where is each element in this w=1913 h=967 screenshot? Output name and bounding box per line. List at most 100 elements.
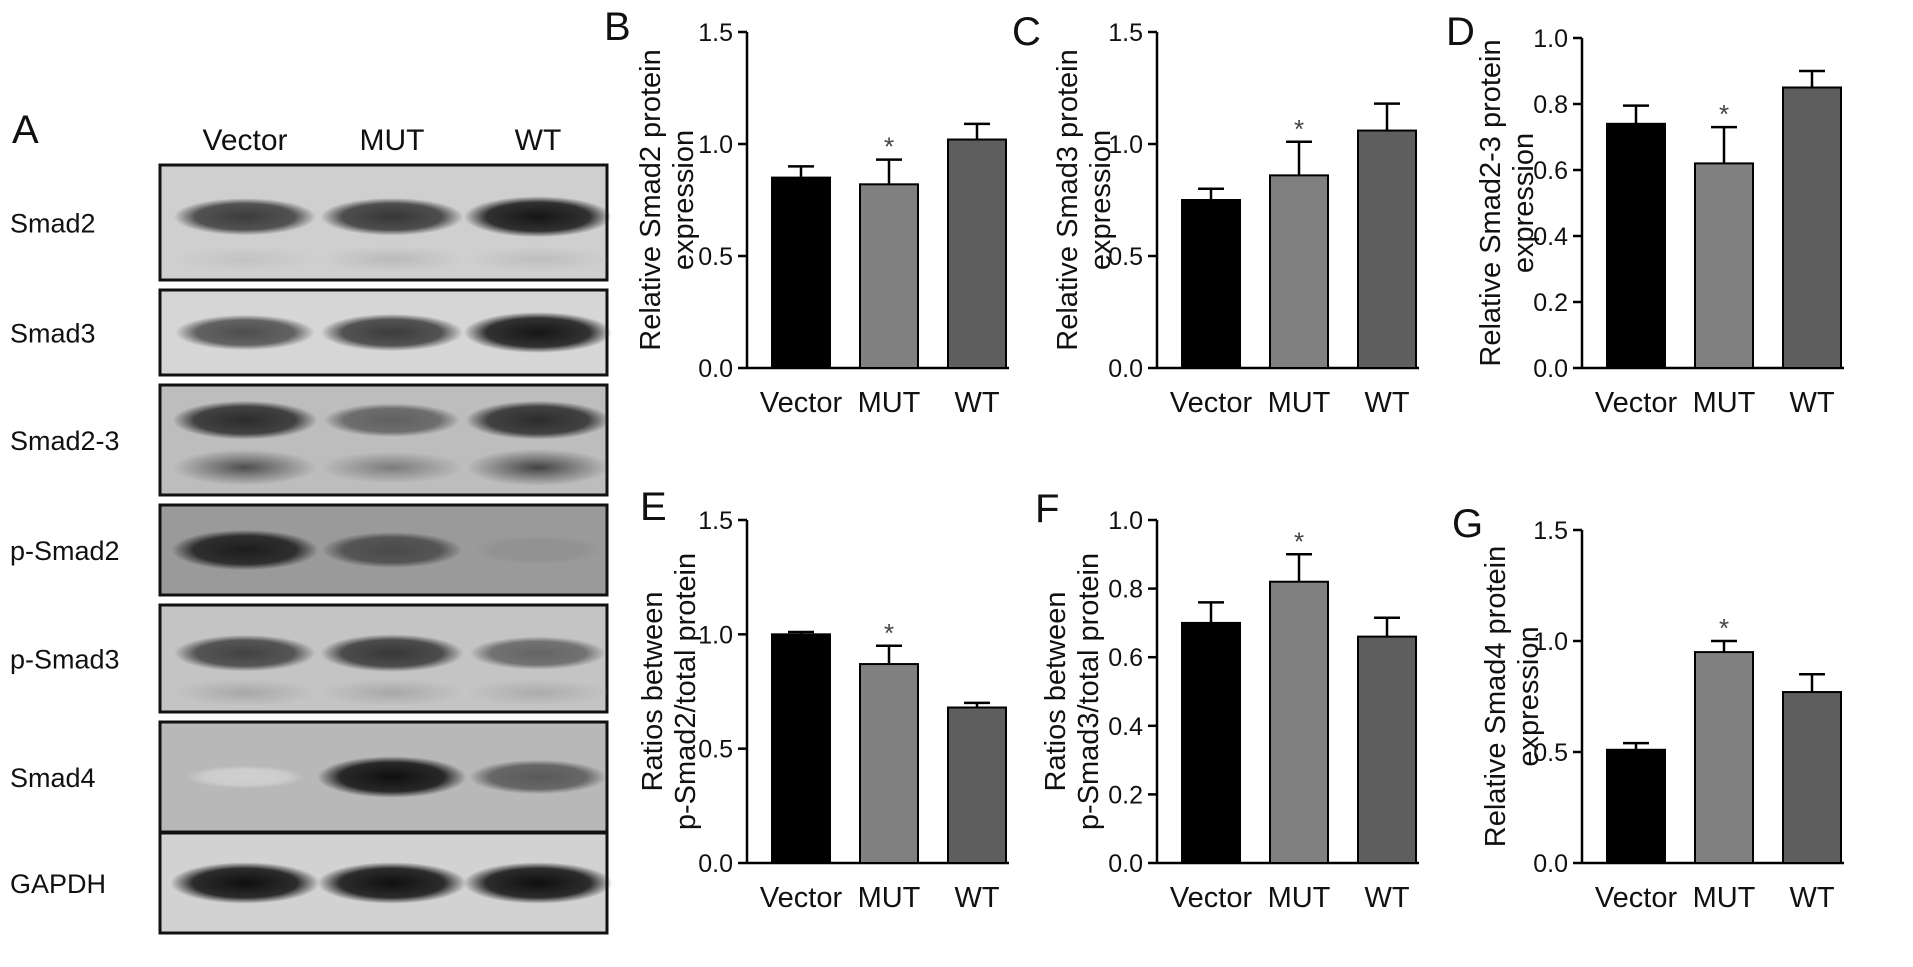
panel-label: G	[1452, 502, 1483, 546]
y-tick-label: 1.0	[698, 131, 733, 159]
lane-label: WT	[515, 124, 562, 157]
x-tick-label: MUT	[1268, 387, 1331, 419]
blot-band	[172, 400, 318, 440]
blot-band	[320, 313, 464, 352]
y-axis-title-line: Ratios between	[637, 592, 669, 792]
blot-band-secondary	[173, 678, 317, 707]
x-tick-label: WT	[1364, 882, 1409, 914]
y-tick-label: 1.0	[1533, 628, 1568, 656]
y-axis-title-line: Relative Smad4 protein	[1480, 546, 1512, 847]
blot-band	[171, 529, 319, 571]
y-tick-label: 0.5	[1108, 243, 1143, 271]
y-axis-title: Relative Smad2 protein expression	[635, 49, 700, 350]
y-tick-label: 0.8	[1533, 91, 1568, 119]
bar-mut	[1694, 651, 1754, 864]
y-tick-label: 0.0	[1108, 850, 1143, 878]
y-tick-label: 0.5	[698, 736, 733, 764]
y-axis-title: Relative Smad4 protein expression	[1480, 546, 1545, 847]
panel-label: F	[1035, 487, 1059, 531]
blot-row	[158, 831, 613, 935]
y-tick-label: 0.0	[1108, 355, 1143, 383]
chart-panel-c: C 0.0 0.5 1.0 1.5 Vector * MUT WT Relative Smad3 …	[1012, 10, 1419, 419]
y-tick-label: 0.4	[1533, 223, 1568, 251]
y-axis-title-line: expression	[1508, 133, 1540, 273]
y-axis-title: Ratios between p-Smad3/total protein	[1040, 553, 1105, 830]
blot-row	[158, 603, 610, 714]
bar-wt	[1357, 635, 1417, 864]
bar-mut	[859, 183, 919, 369]
blot-row	[158, 503, 609, 597]
blot-band-secondary	[466, 246, 610, 273]
y-tick-label: 1.5	[698, 507, 733, 535]
bar-vector	[1181, 199, 1241, 369]
blot-band	[173, 198, 317, 236]
y-axis-title-line: expression	[668, 130, 700, 270]
blot-band	[317, 862, 467, 904]
blot-band	[320, 634, 464, 672]
bar-mut	[1269, 174, 1329, 369]
y-tick-label: 1.5	[1533, 517, 1568, 545]
x-tick-label: Vector	[760, 387, 843, 419]
blot-row-label: Smad2-3	[10, 426, 120, 456]
panel-label: D	[1446, 10, 1475, 54]
bar-mut	[859, 663, 919, 864]
y-tick-label: 1.0	[698, 621, 733, 649]
y-tick-label: 1.0	[1108, 131, 1143, 159]
bar-charts: B 0.0 0.5 1.0 1.5 Vector * MUT WT Relative Smad2 …	[604, 5, 1844, 914]
x-tick-label: WT	[954, 882, 999, 914]
x-tick-label: MUT	[858, 387, 921, 419]
x-tick-label: WT	[1789, 387, 1834, 419]
y-axis-title: Relative Smad2-3 protein expression	[1475, 39, 1540, 366]
y-tick-label: 0.0	[698, 355, 733, 383]
blot-band	[185, 765, 305, 789]
lane-label: MUT	[360, 124, 425, 157]
significance-marker: *	[1719, 99, 1729, 129]
blot-band	[174, 634, 316, 672]
blot-band-secondary	[466, 678, 610, 707]
y-tick-label: 0.5	[698, 243, 733, 271]
blot-band	[321, 532, 463, 568]
y-axis-title-line: expression	[1085, 130, 1117, 270]
chart-panel-f: F 0.0 0.2 0.4 0.6 0.8 1.0 Vector * MUT WT Ratios be…	[1035, 487, 1419, 914]
western-blot-panel: A Vector MUT WT Smad2 Smad3 Smad2-3 p-Smad2 p-Sm…	[10, 108, 613, 935]
blot-row-label: p-Smad3	[10, 645, 120, 675]
bar-mut	[1694, 162, 1754, 369]
blot-band	[470, 636, 606, 670]
blot-row	[158, 383, 611, 497]
bar-vector	[1606, 748, 1666, 865]
lane-label: Vector	[202, 124, 287, 157]
blot-band	[175, 314, 315, 351]
blot-row-label: Smad3	[10, 319, 96, 349]
y-tick-label: 0.0	[1533, 355, 1568, 383]
significance-marker: *	[884, 132, 894, 162]
y-axis-title-line: expression	[1513, 626, 1545, 766]
blot-band-secondary	[173, 449, 317, 486]
blot-band	[463, 312, 613, 353]
panel-label-a: A	[12, 108, 39, 152]
y-axis-title: Ratios between p-Smad2/total protein	[637, 553, 702, 830]
x-tick-label: MUT	[1693, 882, 1756, 914]
blot-band	[473, 535, 603, 565]
bar-wt	[1357, 129, 1417, 369]
x-tick-label: WT	[1789, 882, 1834, 914]
significance-marker: *	[1294, 526, 1304, 556]
bar-vector	[1606, 122, 1666, 369]
y-axis-title-line: p-Smad3/total protein	[1073, 553, 1105, 830]
blot-band	[465, 400, 611, 440]
x-tick-label: Vector	[1595, 387, 1678, 419]
x-tick-label: Vector	[1170, 387, 1253, 419]
y-tick-label: 0.8	[1108, 576, 1143, 604]
bar-vector	[771, 633, 831, 864]
blot-band	[469, 759, 607, 795]
panel-label: E	[640, 485, 667, 529]
blot-band	[317, 756, 467, 798]
blot-band	[320, 197, 464, 236]
blot-band-secondary	[320, 451, 464, 484]
blot-row-label: GAPDH	[10, 869, 106, 899]
bar-vector	[771, 176, 831, 369]
x-tick-label: WT	[954, 387, 999, 419]
significance-marker: *	[1294, 114, 1304, 144]
chart-panel-d: D 0.0 0.2 0.4 0.6 0.8 1.0 Vector * MUT WT Relative …	[1446, 10, 1844, 419]
x-tick-label: MUT	[858, 882, 921, 914]
